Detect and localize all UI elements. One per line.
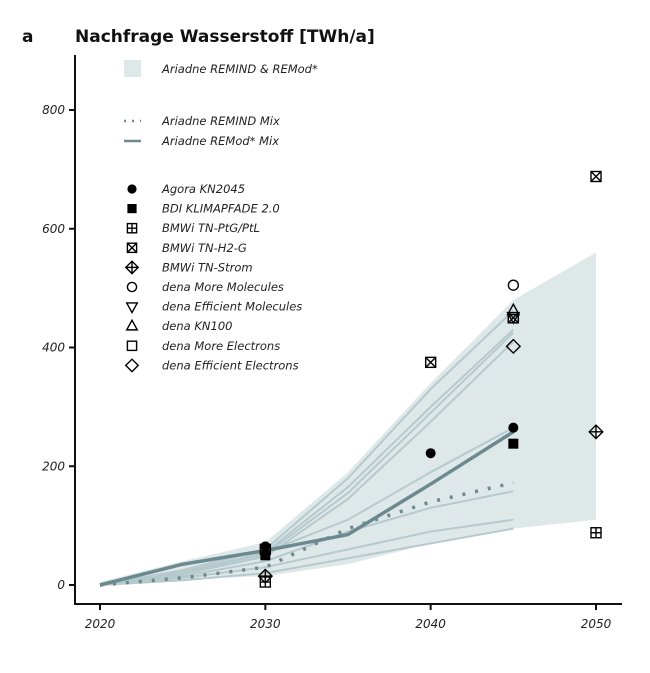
legend-scenario-label: BMWi TN-PtG/PtL: [162, 221, 260, 235]
legend-marker: [127, 184, 137, 194]
data-point: [590, 170, 602, 183]
legend-scenario-label: BMWi TN-H2-G: [162, 241, 247, 255]
y-ticks: 0 200 400 600 800: [42, 103, 75, 592]
scenario-line: [99, 527, 514, 586]
axes: 0 200 400 600 800 2020 2030 2040 2050: [42, 55, 622, 631]
remod-mix-line: [99, 430, 515, 587]
x-tick-label: 2030: [250, 617, 281, 631]
data-point: [590, 527, 602, 539]
legend-marker: [126, 281, 138, 293]
x-tick-label: 2050: [581, 617, 612, 631]
legend-marker: [125, 318, 139, 331]
scenario-line: [99, 518, 514, 586]
legend-band-label: Ariadne REMIND & REMod*: [161, 62, 318, 76]
legend-marker: [127, 204, 137, 214]
legend-marker: [124, 260, 140, 275]
legend-band-swatch: [124, 60, 141, 77]
band-layer: [100, 252, 596, 585]
data-point: [508, 422, 519, 433]
data-point: [257, 568, 274, 584]
data-point: [588, 424, 604, 440]
legend-scenario-label: dena Efficient Electrons: [162, 358, 299, 372]
data-point: [424, 356, 437, 369]
y-tick-label: 600: [42, 222, 65, 236]
legend-marker: [125, 302, 139, 315]
band-area: [100, 252, 596, 585]
data-point: [425, 448, 436, 459]
data-point: [505, 338, 522, 355]
markers-layer: [257, 170, 604, 588]
legend-marker: [126, 242, 138, 254]
legend-scenario-label: dena Efficient Molecules: [162, 300, 302, 314]
data-point: [259, 543, 272, 556]
scenario-line: [99, 426, 514, 586]
chart-title: Nachfrage Wasserstoff [TWh/a]: [75, 27, 375, 47]
legend-line-label: Ariadne REMod* Mix: [161, 134, 279, 148]
y-tick-label: 800: [42, 103, 65, 117]
y-tick-label: 200: [42, 459, 65, 473]
legend-scenario-label: dena More Molecules: [162, 280, 284, 294]
legend-marker: [126, 222, 138, 234]
plot-area: [99, 170, 604, 588]
legend-line-label: Ariadne REMIND Mix: [161, 114, 280, 128]
legend-scenario-label: dena KN100: [162, 319, 232, 333]
scenario-line: [99, 490, 514, 586]
y-tick-label: 0: [57, 578, 65, 592]
x-ticks: 2020 2030 2040 2050: [85, 604, 612, 631]
legend-marker: [124, 358, 140, 373]
legend-marker: [126, 340, 138, 352]
scenario-lines-layer: [99, 309, 515, 586]
legend-scenario-label: Agora KN2045: [161, 182, 245, 196]
x-tick-label: 2020: [85, 617, 116, 631]
data-point: [507, 279, 520, 291]
data-point: [260, 550, 271, 561]
data-point: [506, 302, 521, 316]
legend-scenario-label: BMWi TN-Strom: [162, 260, 253, 274]
legend: Ariadne REMIND & REMod* Ariadne REMIND Mi…: [124, 60, 318, 373]
legend-scenario-label: dena More Electrons: [162, 339, 280, 353]
data-point: [507, 312, 520, 324]
scenario-line: [99, 309, 515, 586]
legend-scenario-label: BDI KLIMAPFADE 2.0: [162, 202, 280, 216]
mix-lines-layer: [99, 430, 515, 587]
x-tick-label: 2040: [415, 617, 446, 631]
panel-label: a: [22, 27, 33, 47]
data-point: [508, 438, 519, 449]
y-tick-label: 400: [42, 341, 65, 355]
